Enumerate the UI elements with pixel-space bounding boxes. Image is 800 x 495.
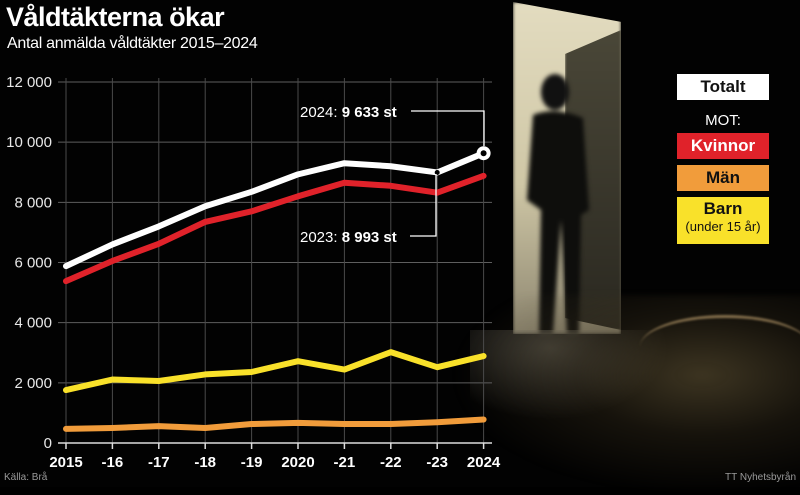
x-axis-ticks: 2015 -16 -17 -18 -19 2020 -21 -22 -23 2024	[49, 454, 501, 471]
chart-title: Våldtäkterna ökar	[6, 2, 225, 32]
y-axis-ticks: 0 2 000 4 000 6 000 8 000 10 000 12 000	[6, 74, 52, 452]
annotation-2023-year: 2023:	[300, 229, 342, 246]
annotation-2023-value: 8 993 st	[342, 229, 397, 246]
series-line-totalt	[63, 150, 487, 270]
legend-item-barn: Barn (under 15 år)	[677, 197, 769, 244]
marker-2023	[434, 169, 440, 175]
source-note: Källa: Brå	[4, 472, 48, 483]
svg-text:2023: 8 993 st: 2023: 8 993 st	[300, 229, 397, 246]
hair-highlight-photo	[640, 315, 800, 378]
legend-mot-label: MOT:	[705, 112, 741, 129]
annotation-2024-value: 9 633 st	[342, 104, 397, 121]
x-tick-label: 2024	[467, 454, 501, 471]
x-tick-label: -23	[426, 454, 448, 471]
y-tick-label: 12 000	[6, 74, 52, 91]
series-line-barn	[63, 349, 487, 394]
annotation-2024-year: 2024:	[300, 104, 342, 121]
legend-barn-label: Barn	[703, 199, 743, 218]
y-tick-label: 10 000	[6, 134, 52, 151]
x-tick-label: -19	[241, 454, 263, 471]
svg-text:2024: 9 633 st: 2024: 9 633 st	[300, 104, 397, 121]
y-tick-label: 4 000	[14, 315, 52, 332]
x-tick-label: -16	[102, 454, 124, 471]
man-silhouette-photo	[527, 74, 589, 335]
legend-item-totalt: Totalt	[677, 74, 769, 100]
x-tick-label: -21	[334, 454, 356, 471]
series-lines	[63, 146, 491, 432]
legend: Totalt MOT: Kvinnor Män Barn (under 15 å…	[677, 74, 769, 250]
y-tick-label: 6 000	[14, 255, 52, 272]
legend-barn-sublabel: (under 15 år)	[685, 219, 761, 234]
x-tick-label: 2015	[49, 454, 82, 471]
grid-lines	[58, 78, 492, 449]
legend-item-man: Män	[677, 165, 769, 191]
y-tick-label: 8 000	[14, 194, 52, 211]
x-tick-label: -17	[148, 454, 170, 471]
credit-note: TT Nyhetsbyrån	[725, 472, 796, 483]
x-tick-label: -22	[380, 454, 402, 471]
legend-item-kvinnor: Kvinnor	[677, 133, 769, 159]
series-line-män	[63, 416, 487, 432]
series-line-kvinnor	[63, 172, 487, 285]
x-tick-label: -18	[194, 454, 216, 471]
annotations: 2024: 9 633 st 2023: 8 993 st	[300, 104, 485, 246]
y-tick-label: 0	[44, 435, 52, 452]
chart-subtitle: Antal anmälda våldtäkter 2015–2024	[7, 35, 258, 52]
y-tick-label: 2 000	[14, 375, 52, 392]
x-tick-label: 2020	[281, 454, 314, 471]
